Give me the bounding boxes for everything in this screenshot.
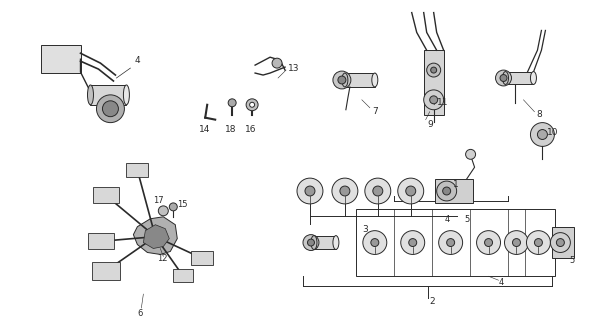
- Bar: [314, 236, 336, 250]
- Circle shape: [305, 186, 315, 196]
- Circle shape: [504, 231, 529, 254]
- Bar: [552, 227, 574, 259]
- Circle shape: [513, 239, 520, 246]
- Circle shape: [530, 123, 554, 147]
- Circle shape: [246, 99, 258, 111]
- Bar: [90, 85, 127, 105]
- Ellipse shape: [372, 73, 378, 87]
- Text: 7: 7: [372, 107, 378, 116]
- Ellipse shape: [333, 236, 339, 250]
- Circle shape: [485, 239, 492, 246]
- Circle shape: [476, 231, 501, 254]
- Circle shape: [159, 206, 168, 216]
- Circle shape: [340, 186, 350, 196]
- Text: 10: 10: [548, 128, 559, 137]
- Text: 12: 12: [157, 254, 168, 263]
- Bar: [191, 252, 213, 265]
- Circle shape: [437, 181, 457, 201]
- Ellipse shape: [311, 236, 317, 250]
- Circle shape: [466, 149, 476, 159]
- Circle shape: [557, 239, 564, 246]
- Circle shape: [431, 67, 437, 73]
- Circle shape: [495, 70, 511, 86]
- Circle shape: [297, 178, 323, 204]
- Text: 4: 4: [498, 278, 504, 287]
- Ellipse shape: [503, 72, 508, 84]
- Polygon shape: [143, 225, 169, 249]
- Text: 16: 16: [245, 125, 257, 134]
- Circle shape: [429, 96, 438, 104]
- Ellipse shape: [530, 72, 536, 84]
- Circle shape: [228, 99, 236, 107]
- Bar: [345, 73, 375, 87]
- Text: 5: 5: [570, 256, 574, 265]
- Bar: [93, 187, 119, 203]
- Bar: [92, 262, 120, 280]
- Circle shape: [409, 239, 417, 246]
- Circle shape: [371, 239, 379, 246]
- Circle shape: [338, 76, 346, 84]
- Circle shape: [424, 90, 444, 110]
- Circle shape: [551, 233, 570, 252]
- Text: 1: 1: [453, 180, 459, 188]
- Bar: [424, 50, 444, 115]
- Circle shape: [303, 235, 319, 251]
- Text: 8: 8: [536, 110, 542, 119]
- Text: 4: 4: [445, 215, 450, 224]
- Circle shape: [249, 102, 255, 107]
- Circle shape: [443, 187, 451, 195]
- Text: 5: 5: [465, 215, 470, 224]
- Circle shape: [332, 178, 358, 204]
- Ellipse shape: [124, 85, 129, 105]
- Circle shape: [308, 239, 314, 246]
- Bar: [88, 233, 113, 249]
- Circle shape: [500, 75, 507, 82]
- Text: 13: 13: [288, 64, 299, 73]
- Bar: [356, 209, 555, 276]
- Circle shape: [426, 63, 441, 77]
- Text: 6: 6: [137, 309, 143, 318]
- Text: 15: 15: [177, 200, 188, 209]
- Circle shape: [365, 178, 391, 204]
- Circle shape: [406, 186, 416, 196]
- Text: 4: 4: [134, 56, 140, 65]
- Circle shape: [373, 186, 383, 196]
- Text: 14: 14: [199, 125, 211, 134]
- Circle shape: [363, 231, 387, 254]
- Circle shape: [535, 239, 542, 246]
- Circle shape: [333, 71, 351, 89]
- Circle shape: [438, 231, 463, 254]
- Circle shape: [169, 203, 177, 211]
- Bar: [435, 179, 473, 203]
- Text: 9: 9: [428, 120, 434, 129]
- Ellipse shape: [342, 73, 348, 87]
- Bar: [40, 45, 81, 73]
- Circle shape: [526, 231, 551, 254]
- Bar: [505, 72, 533, 84]
- Circle shape: [96, 95, 124, 123]
- Circle shape: [102, 101, 118, 117]
- Text: 3: 3: [362, 225, 368, 234]
- Circle shape: [401, 231, 425, 254]
- Circle shape: [447, 239, 454, 246]
- Ellipse shape: [87, 85, 93, 105]
- Polygon shape: [134, 217, 177, 254]
- Bar: [127, 163, 148, 177]
- Text: 2: 2: [429, 297, 435, 306]
- Text: 18: 18: [225, 125, 236, 134]
- Text: 17: 17: [153, 196, 164, 205]
- Bar: [173, 269, 193, 282]
- Text: 11: 11: [437, 98, 448, 107]
- Circle shape: [398, 178, 424, 204]
- Circle shape: [272, 58, 282, 68]
- Circle shape: [538, 130, 548, 140]
